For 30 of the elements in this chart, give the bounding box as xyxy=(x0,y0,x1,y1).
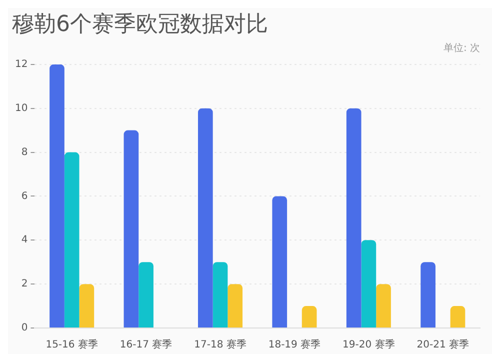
bar xyxy=(64,152,80,328)
bar xyxy=(79,284,94,328)
bar xyxy=(212,262,228,328)
bar xyxy=(124,130,139,328)
bar xyxy=(198,108,213,328)
y-tick-label: 10 xyxy=(14,102,28,114)
bar xyxy=(138,262,154,328)
bar xyxy=(228,284,243,328)
chart-title: 穆勒6个赛季欧冠数据对比 xyxy=(12,12,268,37)
y-tick-label: 2 xyxy=(21,278,28,290)
x-tick-label: 18-19 赛季 xyxy=(268,338,321,351)
y-tick-label: 4 xyxy=(21,234,28,246)
bar xyxy=(50,64,64,328)
x-tick-label: 19-20 赛季 xyxy=(342,338,395,351)
y-tick-label: 12 xyxy=(14,58,28,70)
bar xyxy=(361,240,376,328)
x-tick-label: 16-17 赛季 xyxy=(120,338,172,351)
y-tick-label: 0 xyxy=(21,322,28,334)
chart-subtitle: 单位: 次 xyxy=(443,42,480,54)
bar xyxy=(302,306,317,328)
x-tick-label: 15-16 赛季 xyxy=(46,338,98,351)
bar xyxy=(376,284,391,328)
x-tick-label: 17-18 赛季 xyxy=(194,338,246,351)
bar xyxy=(272,196,288,328)
bar xyxy=(346,108,362,328)
bar xyxy=(450,306,466,328)
x-tick-label: 20-21 赛季 xyxy=(416,338,470,351)
bar xyxy=(420,262,436,328)
y-tick-label: 8 xyxy=(21,146,28,158)
y-tick-label: 6 xyxy=(21,190,28,202)
